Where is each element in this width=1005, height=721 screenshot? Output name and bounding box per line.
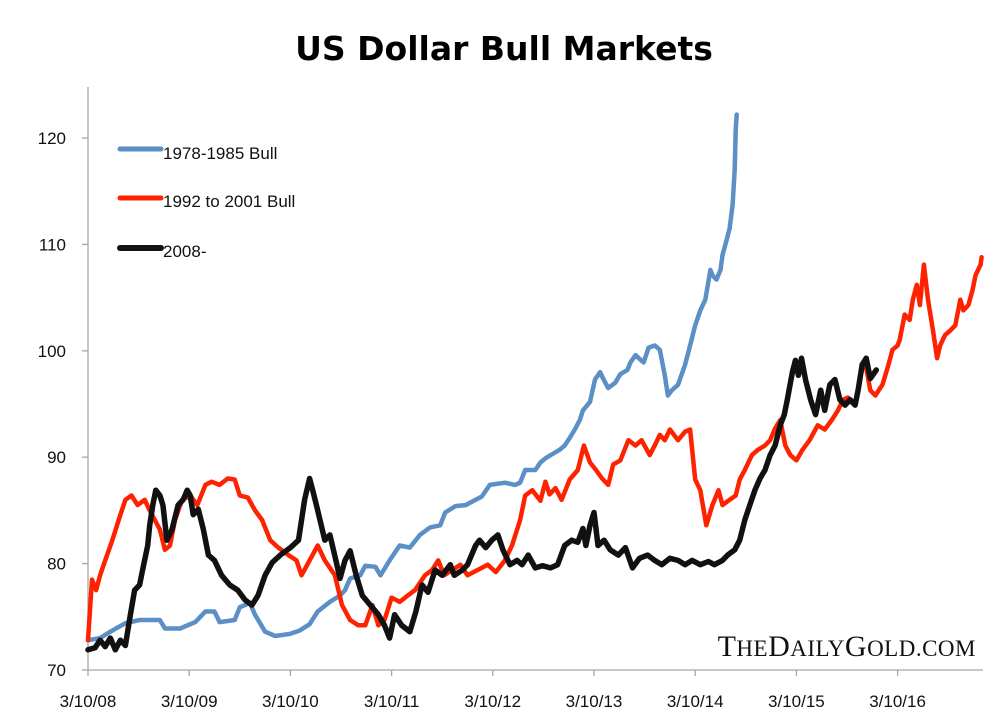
legend-item: 2008- xyxy=(117,242,206,261)
y-tick-label: 110 xyxy=(39,235,66,254)
x-ticks: 3/10/08 3/10/09 3/10/10 3/10/11 3/10/12 3/10/… xyxy=(60,670,926,711)
y-tick-label: 70 xyxy=(47,661,66,680)
legend-label: 1992 to 2001 Bull xyxy=(163,192,295,211)
x-tick-label: 3/10/13 xyxy=(566,692,623,711)
x-tick-label: 3/10/09 xyxy=(161,692,218,711)
legend-item: 1992 to 2001 Bull xyxy=(117,192,295,211)
y-tick-label: 100 xyxy=(38,342,66,361)
series-group xyxy=(85,112,984,653)
y-tick-label: 80 xyxy=(47,555,66,574)
legend-item: 1978-1985 Bull xyxy=(117,144,277,163)
series-line-1978-1985 xyxy=(85,112,739,643)
x-tick-label: 3/10/14 xyxy=(667,692,724,711)
series-line-2008 xyxy=(85,355,880,653)
x-tick-label: 3/10/12 xyxy=(464,692,521,711)
legend-label: 1978-1985 Bull xyxy=(163,144,277,163)
legend: 1978-1985 Bull 1992 to 2001 Bull 2008- xyxy=(117,144,295,261)
x-tick-label: 3/10/11 xyxy=(364,692,419,711)
x-tick-label: 3/10/16 xyxy=(869,692,926,711)
y-ticks: 70 80 90 100 110 120 xyxy=(38,129,88,680)
series-line-1992-2001 xyxy=(85,254,984,643)
x-tick-label: 3/10/08 xyxy=(60,692,117,711)
chart-title: US Dollar Bull Markets xyxy=(295,29,713,68)
watermark-logo: THEDAILYGOLD.COM xyxy=(718,630,976,663)
y-tick-label: 90 xyxy=(47,448,66,467)
x-tick-label: 3/10/10 xyxy=(262,692,319,711)
legend-label: 2008- xyxy=(163,242,206,261)
x-tick-label: 3/10/15 xyxy=(768,692,825,711)
y-tick-label: 120 xyxy=(38,129,66,148)
